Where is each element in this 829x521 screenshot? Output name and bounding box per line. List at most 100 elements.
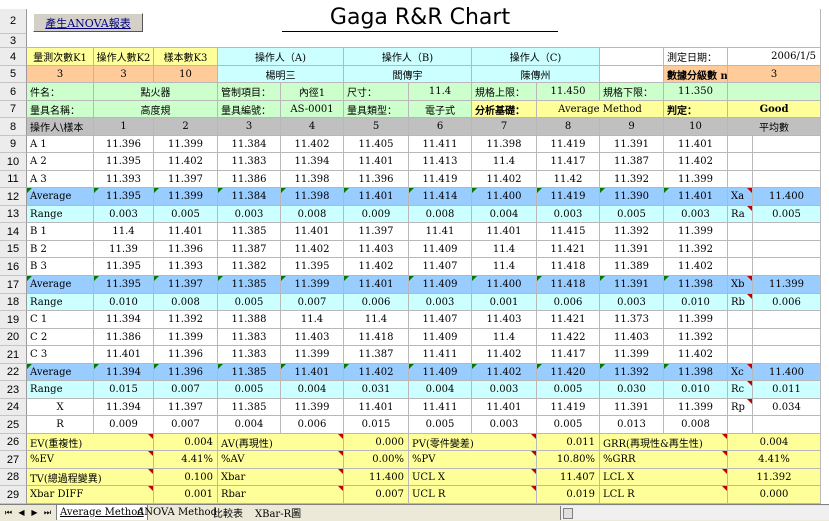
data-cell[interactable]: 11.383 — [218, 346, 281, 364]
data-cell[interactable]: 11.407 — [409, 258, 472, 276]
column-header[interactable]: 6 — [409, 118, 472, 136]
data-cell[interactable]: 11.409 — [409, 276, 472, 294]
data-cell[interactable]: 11.401 — [344, 153, 409, 171]
tab-average-method[interactable]: Average Method — [56, 505, 148, 520]
summary-value[interactable]: 0.100 — [154, 469, 218, 486]
data-cell[interactable]: 11.41 — [409, 223, 472, 241]
row-header[interactable]: 8 — [0, 118, 27, 136]
stat-value[interactable]: 11.399 — [753, 276, 821, 294]
data-cell[interactable]: 11.399 — [664, 171, 728, 188]
appraisers-label[interactable]: 操作人數K2 — [94, 48, 154, 66]
data-cell[interactable]: 11.421 — [537, 311, 600, 329]
first-sheet-nav-icon[interactable]: ⏮ — [4, 507, 13, 517]
row-header[interactable]: 17 — [0, 276, 27, 294]
data-cell[interactable]: 11.390 — [600, 188, 664, 206]
dimension-value[interactable]: 11.4 — [409, 83, 472, 101]
analysis-label[interactable]: 分析基礎： — [472, 101, 537, 118]
data-cell[interactable]: 0.005 — [537, 381, 600, 399]
row-label[interactable]: C 1 — [27, 311, 94, 329]
stat-value[interactable] — [753, 223, 821, 241]
data-cell[interactable]: 0.006 — [281, 416, 344, 434]
row-header[interactable]: 20 — [0, 329, 27, 346]
stat-label[interactable] — [728, 346, 753, 364]
summary-label[interactable]: %GRR — [600, 451, 728, 469]
summary-label[interactable]: %EV — [27, 451, 154, 469]
tab-anova-method[interactable]: ANOVA Method — [137, 507, 217, 518]
row-header[interactable]: 10 — [0, 153, 27, 171]
data-cell[interactable]: 11.39 — [94, 241, 154, 258]
row-label[interactable]: C 3 — [27, 346, 94, 364]
data-cell[interactable]: 11.373 — [600, 311, 664, 329]
data-cell[interactable]: 11.409 — [409, 364, 472, 381]
data-cell[interactable]: 11.385 — [218, 364, 281, 381]
data-cell[interactable]: 0.007 — [154, 381, 218, 399]
data-cell[interactable]: 11.400 — [472, 188, 537, 206]
data-cell[interactable]: 11.401 — [472, 223, 537, 241]
data-cell[interactable]: 0.005 — [218, 294, 281, 311]
stat-label[interactable]: Rp — [728, 399, 753, 416]
table-corner-header[interactable]: 操作人\樣本 — [27, 118, 94, 136]
summary-label[interactable]: LCL R — [600, 486, 728, 504]
data-cell[interactable]: 11.396 — [344, 171, 409, 188]
data-cell[interactable]: 11.392 — [600, 364, 664, 381]
data-cell[interactable]: 11.396 — [154, 346, 218, 364]
data-cell[interactable]: 11.419 — [537, 399, 600, 416]
row-header[interactable]: 2 — [0, 9, 27, 34]
data-cell[interactable]: 11.398 — [664, 364, 728, 381]
data-cell[interactable]: 0.004 — [218, 416, 281, 434]
column-header[interactable]: 10 — [664, 118, 728, 136]
data-cell[interactable]: 11.403 — [281, 329, 344, 346]
gauge-no-label[interactable]: 量具編號： — [218, 101, 281, 118]
part-name-label[interactable]: 件名： — [27, 83, 94, 101]
summary-value[interactable]: 0.011 — [537, 434, 600, 451]
summary-label[interactable]: Xbar DIFF — [27, 486, 154, 504]
data-cell[interactable]: 11.402 — [344, 364, 409, 381]
data-cell[interactable]: 11.401 — [344, 276, 409, 294]
data-cell[interactable]: 11.397 — [154, 171, 218, 188]
stat-label[interactable] — [728, 311, 753, 329]
data-cell[interactable]: 11.402 — [664, 153, 728, 171]
data-cell[interactable]: 11.387 — [600, 153, 664, 171]
data-cell[interactable]: 11.411 — [409, 136, 472, 153]
appraiser-a-name[interactable]: 楊明三 — [218, 66, 344, 83]
stat-value[interactable] — [753, 346, 821, 364]
data-cell[interactable]: 11.409 — [409, 241, 472, 258]
data-cell[interactable]: 11.391 — [600, 276, 664, 294]
stat-value[interactable]: 0.006 — [753, 294, 821, 311]
row-label[interactable]: B 2 — [27, 241, 94, 258]
data-cell[interactable]: 11.395 — [94, 258, 154, 276]
row-label[interactable]: B 1 — [27, 223, 94, 241]
data-cell[interactable]: 11.402 — [154, 153, 218, 171]
data-cell[interactable]: 11.396 — [94, 136, 154, 153]
data-cell[interactable]: 11.419 — [537, 136, 600, 153]
data-cell[interactable]: 11.402 — [281, 136, 344, 153]
row-label[interactable]: Range — [27, 294, 94, 311]
stat-label[interactable]: Xc — [728, 364, 753, 381]
data-cell[interactable]: 11.385 — [218, 276, 281, 294]
summary-value[interactable]: 11.400 — [344, 469, 409, 486]
part-name-value[interactable]: 點火器 — [94, 83, 218, 101]
data-cell[interactable]: 11.403 — [600, 329, 664, 346]
appraiser-c-label[interactable]: 操作人（C) — [472, 48, 600, 66]
data-cell[interactable]: 11.417 — [537, 153, 600, 171]
row-label[interactable]: Range — [27, 206, 94, 223]
summary-value[interactable]: 0.007 — [344, 486, 409, 504]
data-cell[interactable]: 11.402 — [664, 258, 728, 276]
summary-label[interactable]: TV(總過程變異) — [27, 469, 154, 486]
stat-label[interactable] — [728, 171, 753, 188]
summary-label[interactable]: %AV — [218, 451, 344, 469]
stat-label[interactable]: Rc — [728, 381, 753, 399]
appraiser-a-label[interactable]: 操作人（A) — [218, 48, 344, 66]
data-cell[interactable]: 0.008 — [664, 416, 728, 434]
summary-label[interactable]: UCL X — [409, 469, 537, 486]
data-cell[interactable]: 11.395 — [94, 153, 154, 171]
appraiser-b-name[interactable]: 閻傳宇 — [344, 66, 472, 83]
summary-label[interactable]: UCL R — [409, 486, 537, 504]
blank-cell[interactable] — [728, 83, 821, 101]
summary-label[interactable]: PV(零件變差) — [409, 434, 537, 451]
data-cell[interactable]: 11.399 — [154, 136, 218, 153]
data-cell[interactable]: 11.419 — [537, 188, 600, 206]
data-cell[interactable]: 0.005 — [218, 381, 281, 399]
blank-cell[interactable] — [27, 9, 821, 34]
summary-label[interactable]: Xbar — [218, 469, 344, 486]
